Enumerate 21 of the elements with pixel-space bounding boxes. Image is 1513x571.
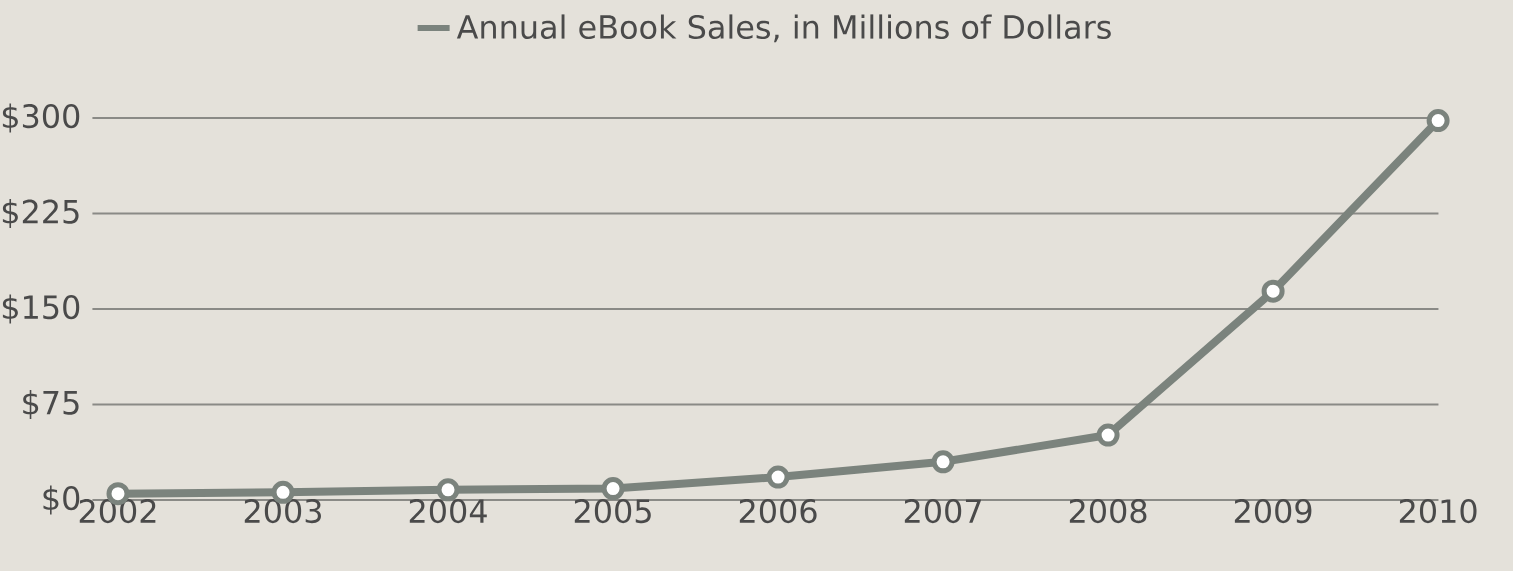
point: [766, 465, 790, 489]
point: [1261, 279, 1285, 303]
point: [1096, 423, 1120, 447]
point: [1426, 109, 1450, 133]
y-tick-label: $0: [43, 485, 80, 515]
legend-label: Annual eBook Sales, in Millions of Dollars: [456, 14, 1111, 43]
y-tick-label: $150: [2, 294, 80, 324]
x-tick-label: 2002: [79, 499, 156, 524]
y-tick-label: $225: [2, 199, 79, 228]
x-tick-label: 2003: [244, 499, 321, 524]
point: [931, 450, 955, 474]
x-tick-label: 2005: [574, 499, 651, 524]
x-tick-label: 2010: [1399, 499, 1477, 524]
x-tick-label: 2009: [1234, 499, 1312, 524]
x-tick-label: 2007: [904, 499, 981, 524]
y-tick-label: $300: [2, 103, 80, 133]
x-tick-label: 2006: [739, 499, 817, 524]
y-tick-label: $75: [23, 390, 79, 419]
x-tick-label: 2004: [409, 499, 487, 524]
point: [601, 477, 625, 501]
x-tick-label: 2008: [1069, 499, 1147, 524]
